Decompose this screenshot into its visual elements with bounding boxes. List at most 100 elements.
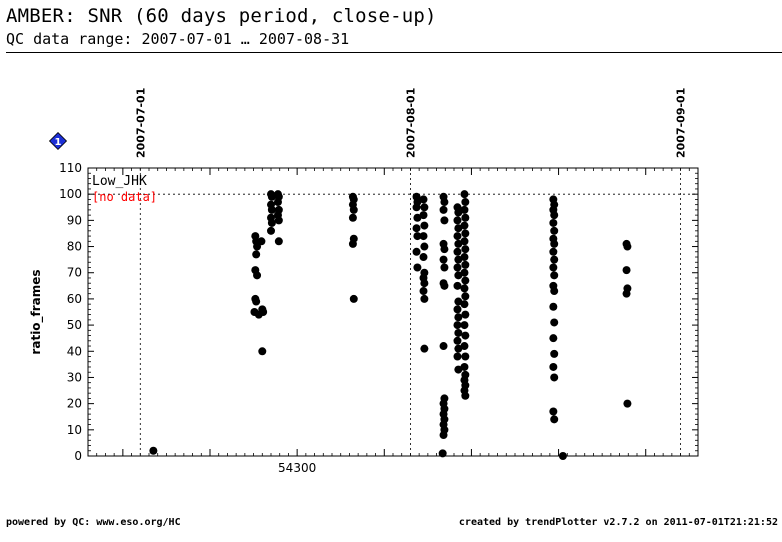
data-point bbox=[419, 287, 428, 296]
data-point bbox=[461, 352, 470, 361]
data-point bbox=[412, 203, 421, 212]
data-point bbox=[440, 263, 449, 272]
y-tick-label: 60 bbox=[67, 292, 82, 306]
y-tick-label: 70 bbox=[67, 266, 82, 280]
data-point bbox=[439, 205, 448, 214]
data-point bbox=[420, 344, 429, 353]
data-point bbox=[412, 247, 421, 256]
data-point bbox=[454, 328, 463, 337]
data-point bbox=[461, 245, 470, 254]
data-point bbox=[549, 218, 558, 227]
data-point bbox=[420, 279, 429, 288]
date-markers: 2007-07-01 2007-08-01 2007-09-01 bbox=[134, 88, 688, 456]
data-point bbox=[550, 287, 559, 296]
data-point bbox=[252, 297, 261, 306]
data-point bbox=[460, 284, 469, 293]
y-tick-label: 100 bbox=[59, 187, 82, 201]
data-point bbox=[267, 205, 276, 214]
data-point bbox=[253, 271, 262, 280]
data-point bbox=[460, 253, 469, 262]
date-marker-label: 2007-08-01 bbox=[404, 88, 417, 158]
data-point bbox=[549, 263, 558, 272]
data-point bbox=[461, 292, 470, 301]
data-point bbox=[460, 205, 469, 214]
data-point bbox=[461, 229, 470, 238]
data-point bbox=[420, 294, 429, 303]
data-point bbox=[454, 271, 463, 280]
data-point bbox=[454, 344, 463, 353]
legend-no-data: [no data] bbox=[92, 190, 157, 204]
data-point bbox=[461, 276, 470, 285]
data-point bbox=[453, 336, 462, 345]
data-point bbox=[349, 294, 358, 303]
data-point bbox=[461, 198, 470, 207]
data-point bbox=[412, 224, 421, 233]
data-point bbox=[454, 313, 463, 322]
data-point bbox=[440, 245, 449, 254]
page-title: AMBER: SNR (60 days period, close-up) bbox=[6, 5, 437, 27]
data-point bbox=[460, 237, 469, 246]
data-point bbox=[419, 195, 428, 204]
data-point bbox=[460, 190, 469, 199]
footer-powered-by: powered by QC: www.eso.org/HC bbox=[6, 517, 181, 528]
y-tick-label: 10 bbox=[67, 423, 82, 437]
y-tick-label: 110 bbox=[59, 161, 82, 175]
data-point bbox=[454, 255, 463, 264]
data-point bbox=[267, 218, 276, 227]
data-point bbox=[549, 247, 558, 256]
y-tick-label: 0 bbox=[74, 449, 82, 463]
info-badge[interactable]: 1 bbox=[48, 131, 68, 151]
data-point bbox=[461, 391, 470, 400]
legend-box: Low_JHK [no data] bbox=[92, 174, 157, 204]
axis-ticks: 0 10 20 30 40 50 60 70 80 90 100 110 54300 bbox=[59, 161, 699, 475]
data-point bbox=[453, 352, 462, 361]
y-tick-label: 90 bbox=[67, 213, 82, 227]
y-tick-label: 30 bbox=[67, 370, 82, 384]
data-point bbox=[453, 281, 462, 290]
data-point bbox=[549, 407, 558, 416]
data-point bbox=[460, 342, 469, 351]
data-point bbox=[438, 449, 447, 458]
data-point bbox=[274, 237, 283, 246]
data-point bbox=[454, 224, 463, 233]
data-point bbox=[550, 318, 559, 327]
data-point bbox=[454, 239, 463, 248]
data-point bbox=[549, 362, 558, 371]
data-point bbox=[349, 205, 358, 214]
data-point bbox=[259, 308, 268, 316]
data-points bbox=[149, 190, 632, 460]
plot-frame bbox=[87, 167, 699, 457]
data-point bbox=[348, 213, 357, 222]
data-point bbox=[273, 198, 282, 207]
data-point bbox=[413, 213, 422, 222]
footer-created-by: created by trendPlotter v2.7.2 on 2011-0… bbox=[458, 517, 778, 528]
data-point bbox=[440, 216, 449, 225]
data-point bbox=[348, 239, 357, 248]
info-badge-label: 1 bbox=[55, 137, 62, 148]
data-point bbox=[413, 232, 422, 241]
data-point bbox=[550, 271, 559, 280]
data-point bbox=[419, 232, 428, 241]
data-point bbox=[460, 268, 469, 277]
data-point bbox=[550, 239, 559, 248]
data-point bbox=[549, 302, 558, 311]
data-point bbox=[460, 300, 469, 309]
data-point bbox=[461, 260, 470, 269]
data-point bbox=[439, 431, 448, 440]
y-tick-label: 40 bbox=[67, 344, 82, 358]
y-axis-label: ratio_frames bbox=[29, 269, 44, 354]
data-point bbox=[453, 216, 462, 225]
info-badge-icon[interactable] bbox=[48, 131, 68, 151]
date-marker-label: 2007-07-01 bbox=[134, 88, 147, 158]
data-point bbox=[420, 221, 429, 230]
data-point bbox=[258, 347, 267, 356]
data-point bbox=[550, 349, 559, 358]
data-point bbox=[460, 362, 469, 371]
data-point bbox=[550, 373, 559, 382]
data-point bbox=[413, 263, 422, 272]
data-point bbox=[252, 250, 261, 259]
data-point bbox=[267, 192, 276, 201]
data-point bbox=[622, 266, 631, 275]
data-point bbox=[440, 281, 449, 290]
data-point bbox=[149, 446, 158, 455]
